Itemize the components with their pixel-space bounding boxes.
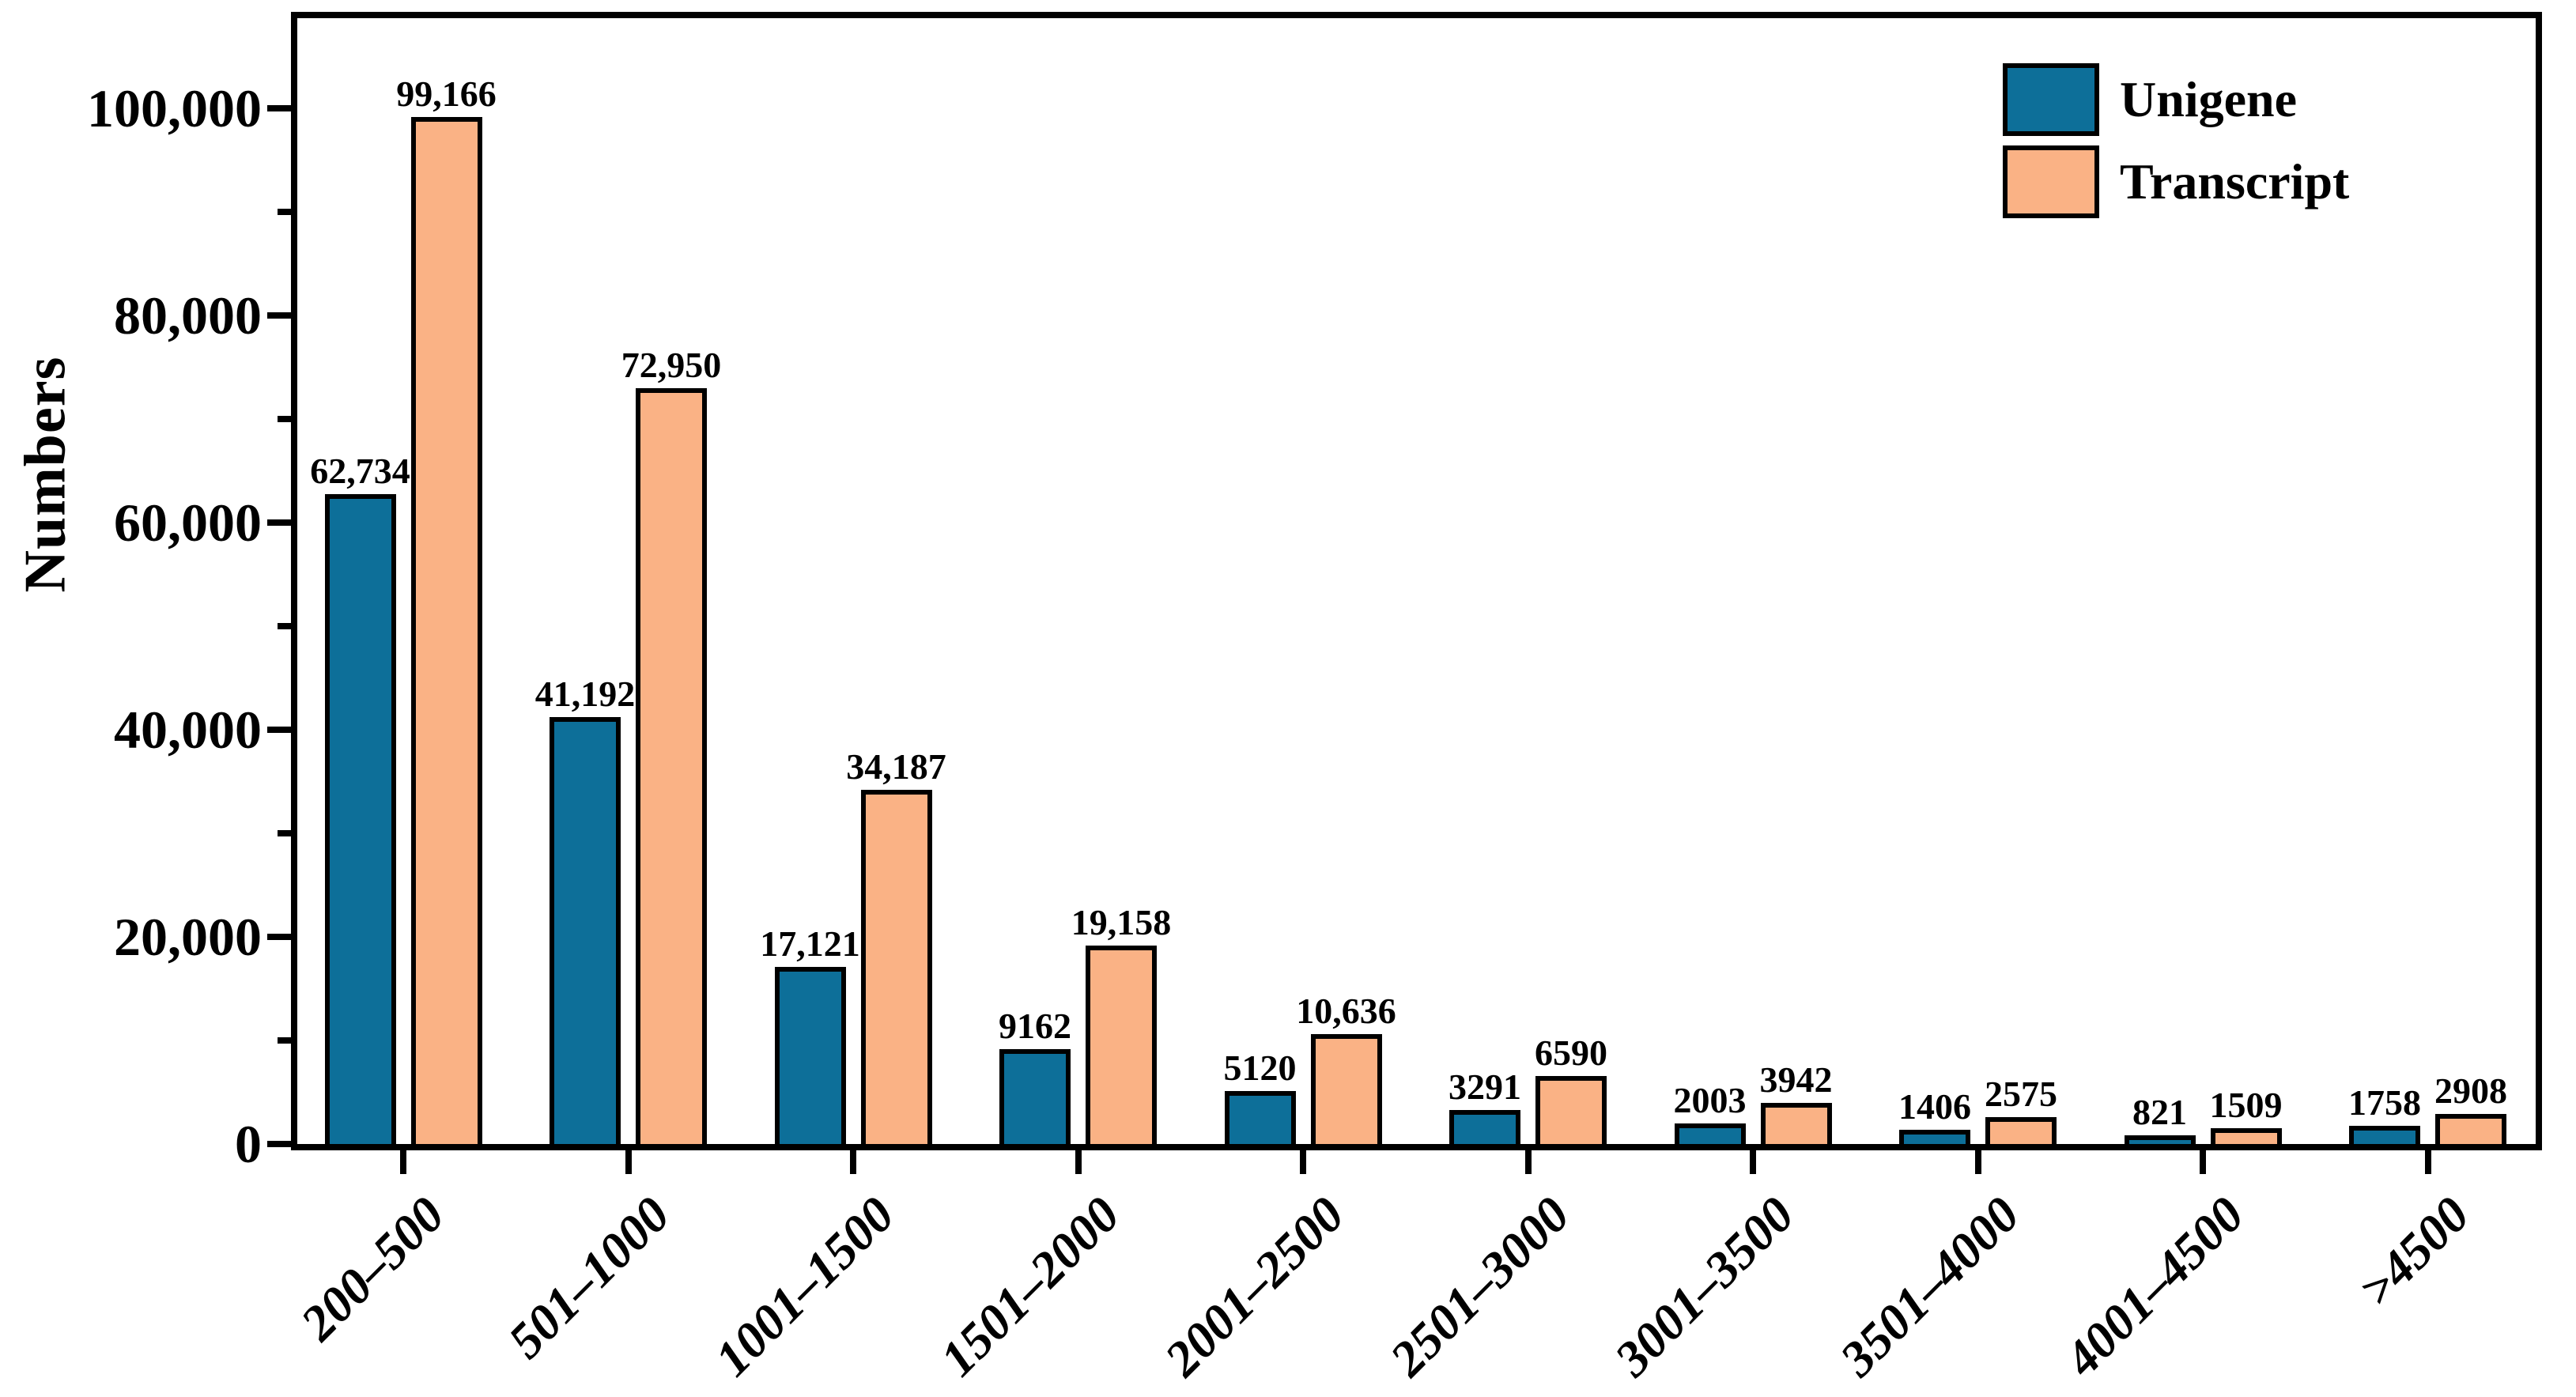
y-axis-major-tick — [267, 1141, 291, 1147]
bar-value-label: 1509 — [2209, 1085, 2283, 1125]
bar-unigene — [550, 717, 621, 1144]
bar-unigene — [999, 1049, 1071, 1144]
y-axis-minor-tick — [278, 208, 291, 215]
bar-unigene — [2124, 1135, 2196, 1144]
bar-unigene — [1899, 1130, 1970, 1144]
x-axis-tick — [1524, 1144, 1532, 1174]
bar-value-label: 9162 — [999, 1006, 1071, 1046]
bar-value-label: 3291 — [1449, 1067, 1521, 1107]
y-axis-tick-label: 40,000 — [114, 699, 262, 760]
x-axis-tick — [1300, 1144, 1306, 1174]
bar-unigene — [774, 967, 846, 1144]
plot-area: Unigene Transcript 0 20,000 40,000 60,000 80… — [87, 12, 2542, 1387]
x-axis-tick-label: 200–500 — [289, 1186, 455, 1351]
bar-value-label: 41,192 — [534, 674, 636, 714]
bar-unigene — [1449, 1110, 1520, 1144]
bar-transcript — [860, 790, 932, 1144]
x-axis-tick — [850, 1144, 856, 1174]
bar-value-label: 72,950 — [621, 345, 722, 385]
bar-value-label: 2575 — [1985, 1074, 2057, 1114]
x-axis-tick — [625, 1144, 632, 1174]
y-axis-tick-label: 100,000 — [87, 77, 262, 138]
x-axis-tick — [1075, 1144, 1082, 1174]
legend-item-unigene: Unigene — [2003, 63, 2349, 136]
bar-transcript — [1310, 1034, 1382, 1144]
y-axis-title: Numbers — [13, 356, 78, 593]
y-axis-major-tick — [267, 519, 291, 526]
bar-value-label: 821 — [2132, 1092, 2187, 1132]
y-axis-major-tick — [267, 726, 291, 733]
legend-swatch-transcript-icon — [2003, 145, 2099, 218]
bar-unigene — [1224, 1091, 1296, 1144]
x-axis-tick — [2424, 1144, 2431, 1174]
bar-value-label: 99,166 — [396, 74, 497, 114]
bar-unigene — [324, 494, 396, 1144]
y-axis-tick-label: 80,000 — [114, 285, 262, 345]
bar-value-label: 3942 — [1759, 1059, 1833, 1100]
y-axis-tick-label: 0 — [235, 1114, 262, 1174]
legend-item-transcript: Transcript — [2003, 145, 2349, 218]
y-axis-minor-tick — [278, 622, 291, 629]
x-axis-tick — [2200, 1144, 2206, 1174]
bar-value-label: 2003 — [1673, 1080, 1747, 1120]
bar-transcript — [1535, 1076, 1607, 1144]
bar-unigene — [2349, 1126, 2420, 1144]
legend: Unigene Transcript — [2003, 63, 2349, 218]
legend-swatch-unigene-icon — [2003, 63, 2099, 136]
bar-value-label: 6590 — [1535, 1033, 1607, 1073]
bar-value-label: 1758 — [2348, 1082, 2421, 1123]
bar-transcript — [2435, 1114, 2506, 1144]
y-axis-major-tick — [267, 311, 291, 319]
x-axis-tick — [400, 1144, 406, 1174]
bar-transcript — [636, 388, 707, 1144]
bar-unigene — [1674, 1123, 1746, 1144]
bar-transcript — [1760, 1103, 1832, 1144]
bar-value-label: 17,121 — [760, 923, 860, 964]
y-axis-major-tick — [267, 933, 291, 940]
bar-transcript — [1086, 946, 1157, 1144]
y-axis-minor-tick — [278, 829, 291, 836]
bar-transcript — [410, 117, 482, 1144]
y-axis-tick-label: 20,000 — [114, 906, 262, 967]
bar-value-label: 10,636 — [1296, 991, 1396, 1031]
x-axis-tick — [1750, 1144, 1756, 1174]
bar-value-label: 2908 — [2434, 1070, 2507, 1111]
legend-label-unigene: Unigene — [2120, 71, 2297, 127]
bar-transcript — [1985, 1117, 2057, 1144]
bar-value-label: 34,187 — [846, 746, 946, 787]
y-axis-tick-label: 60,000 — [114, 492, 262, 553]
bar-value-label: 62,734 — [310, 451, 410, 491]
y-axis-minor-tick — [278, 1036, 291, 1044]
x-axis-tick — [1974, 1144, 1981, 1174]
y-axis-minor-tick — [278, 415, 291, 422]
bar-value-label: 1406 — [1898, 1086, 1971, 1127]
bar-value-label: 5120 — [1223, 1048, 1297, 1088]
bar-transcript — [2210, 1128, 2282, 1144]
bar-value-label: 19,158 — [1071, 902, 1172, 942]
legend-label-transcript: Transcript — [2120, 153, 2350, 210]
y-axis-major-tick — [267, 104, 291, 111]
